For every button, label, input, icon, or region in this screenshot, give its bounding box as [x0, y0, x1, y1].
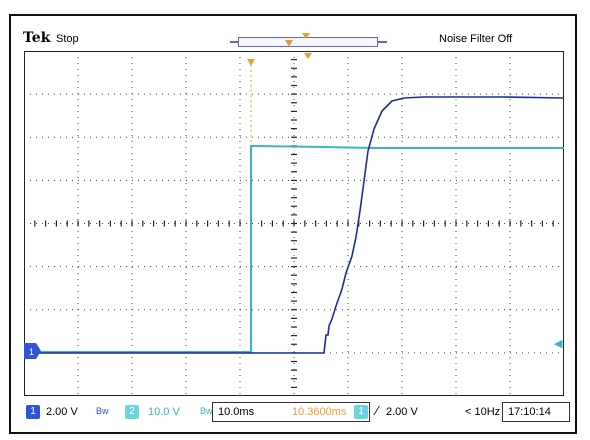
record-center-marker	[302, 33, 310, 39]
ch2-badge[interactable]: 2	[125, 405, 139, 419]
graticule-grid	[24, 51, 564, 396]
timebase-box[interactable]	[212, 402, 370, 422]
clock-box	[502, 402, 570, 422]
clock-time: 17:10:14	[508, 406, 551, 418]
ch2-waveform	[24, 144, 564, 353]
top-status-bar: Tek Stop Noise Filter Off	[20, 30, 564, 49]
trigger-position-value: 10.3600ms	[292, 406, 347, 418]
trigger-frequency: < 10Hz	[465, 406, 501, 418]
noise-filter-status: Noise Filter Off	[439, 33, 513, 45]
waveform-display[interactable]: 1 ◀	[24, 51, 564, 396]
timebase-value: 10.0ms	[218, 406, 255, 418]
bottom-status-bar: 1 2.00 V Bw 2 10.0 V Bw 10.0ms 10.3600ms…	[24, 402, 570, 424]
trigger-source-badge[interactable]: 1	[354, 405, 368, 419]
ch1-scale: 2.00 V	[46, 406, 78, 418]
ch2-bandwidth: Bw	[200, 406, 213, 416]
ch1-badge[interactable]: 1	[26, 405, 40, 419]
graticule-border	[24, 51, 564, 396]
trigger-slope-icon: ⁄	[376, 403, 379, 418]
trigger-position-marker	[247, 59, 255, 66]
ch2-scale: 10.0 V	[148, 406, 180, 418]
ch1-bandwidth: Bw	[96, 406, 109, 416]
ch1-waveform	[24, 96, 564, 354]
acquisition-state: Stop	[56, 33, 79, 45]
ch1-marker-label: 1	[29, 347, 34, 357]
center-marker	[304, 53, 312, 59]
ch2-offscreen-arrow: ◀	[554, 338, 563, 350]
record-view-window	[238, 37, 378, 47]
record-markers	[285, 33, 310, 47]
trigger-level: 2.00 V	[386, 406, 418, 418]
record-trigger-marker	[285, 40, 293, 47]
ch1-ground-marker[interactable]: 1	[24, 343, 41, 359]
trigger-position	[247, 53, 312, 351]
brand-logo: Tek	[23, 30, 51, 46]
